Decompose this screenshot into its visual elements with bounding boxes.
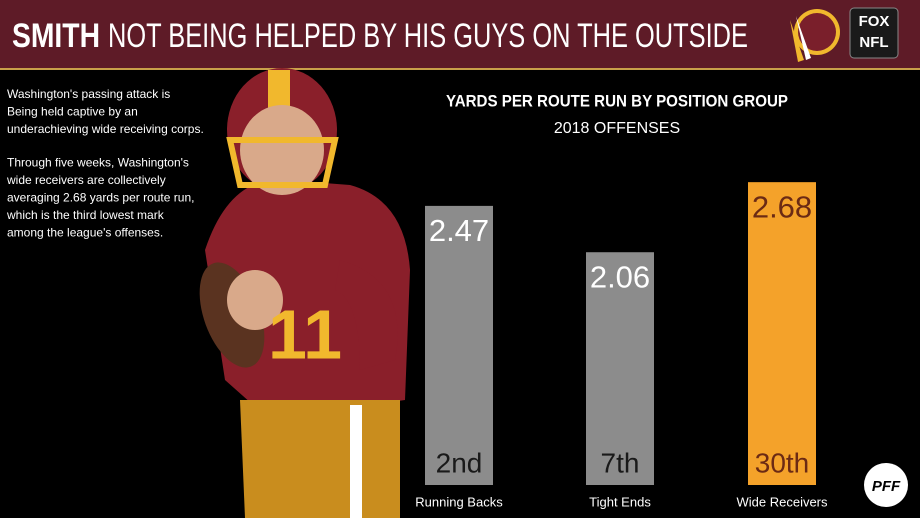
chart-title: YARDS PER ROUTE RUN BY POSITION GROUP: [446, 91, 788, 110]
chart-subtitle: 2018 OFFENSES: [554, 120, 680, 137]
intro-line: Washington's passing attack is: [7, 87, 170, 101]
player-illustration: 11: [199, 68, 410, 518]
bar-chart: YARDS PER ROUTE RUN BY POSITION GROUP 20…: [415, 91, 828, 509]
bar: [748, 182, 816, 485]
bar: [586, 252, 654, 485]
header-bar: [0, 0, 920, 68]
nfl-text: NFL: [859, 34, 888, 51]
value-label: 2.47: [429, 213, 489, 248]
category-label: Tight Ends: [589, 494, 651, 509]
pff-logo: PFF: [864, 463, 908, 507]
fox-text: FOX: [859, 13, 890, 30]
intro-line: among the league's offenses.: [7, 226, 163, 240]
value-label: 2.68: [752, 189, 812, 224]
intro-line: Being held captive by an: [7, 105, 138, 119]
fox-nfl-logo: FOX NFL: [849, 7, 899, 59]
team-logo: [790, 9, 840, 62]
intro-text: Washington's passing attack is Being held…: [6, 87, 204, 240]
title-bold: SMITH: [12, 17, 100, 55]
intro-line: Through five weeks, Washington's: [7, 156, 189, 170]
bar: [425, 205, 493, 485]
rank-label: 30th: [755, 447, 810, 478]
intro-line: wide receivers are collectively: [6, 173, 166, 187]
intro-line: which is the third lowest mark: [6, 208, 165, 222]
intro-line: averaging 2.68 yards per route run,: [7, 191, 194, 205]
value-label: 2.06: [590, 259, 650, 294]
title-rest: NOT BEING HELPED BY HIS GUYS ON THE OUTS…: [108, 17, 748, 55]
category-label: Running Backs: [415, 494, 503, 509]
pff-text: PFF: [872, 478, 901, 495]
header-rule: [0, 68, 920, 70]
rank-label: 7th: [601, 447, 640, 478]
jersey-number: 11: [268, 295, 342, 373]
category-label: Wide Receivers: [736, 494, 828, 509]
rank-label: 2nd: [436, 447, 483, 478]
intro-line: underachieving wide receiving corps.: [7, 122, 204, 136]
